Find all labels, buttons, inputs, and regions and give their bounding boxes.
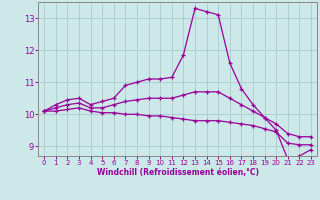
X-axis label: Windchill (Refroidissement éolien,°C): Windchill (Refroidissement éolien,°C) <box>97 168 259 177</box>
